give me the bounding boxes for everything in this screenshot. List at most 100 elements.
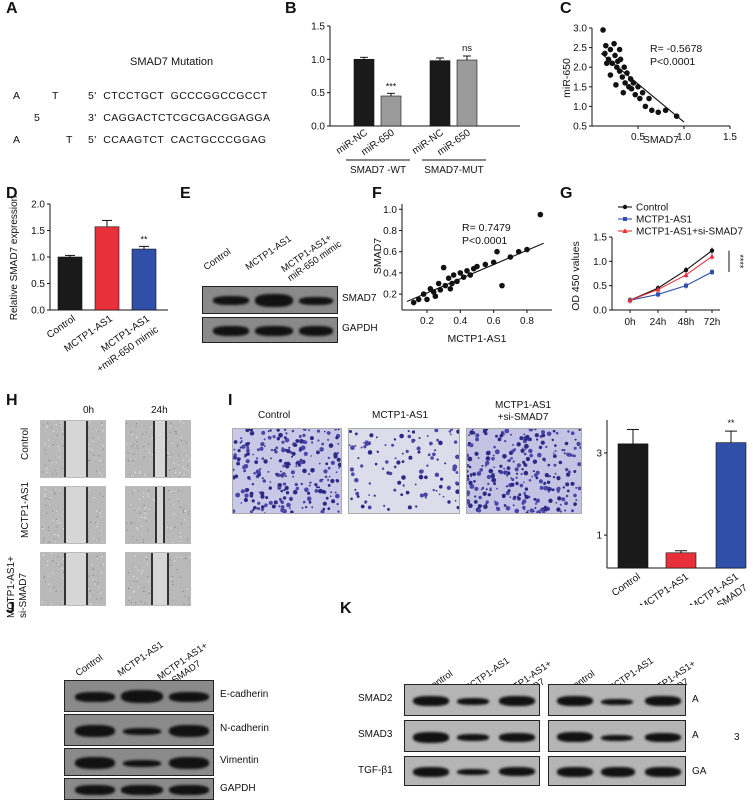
cell-dot (515, 476, 518, 479)
speckle (61, 567, 63, 569)
speckle (140, 572, 142, 574)
cell-dot (275, 446, 279, 450)
bar-b-2 (380, 95, 402, 127)
speckle (88, 460, 90, 462)
x-tick-label-f: 0.6 (487, 316, 501, 327)
y-tick-label-b: 0.0 (311, 122, 325, 133)
series-line-g-1 (629, 250, 713, 301)
cell-dot (510, 482, 515, 487)
cell-dot (552, 429, 556, 433)
y-tick-label-c: 3.0 (573, 24, 587, 35)
cell-dot (501, 493, 506, 498)
speckle (48, 575, 50, 577)
cell-dot (546, 431, 552, 437)
cell-dot (330, 495, 332, 498)
speckle (180, 576, 182, 579)
cell-dot (271, 504, 276, 509)
speckle (54, 540, 56, 542)
cell-dot (349, 444, 351, 447)
cell-dot (360, 446, 363, 449)
speckle (101, 540, 103, 543)
speckle (133, 590, 135, 592)
cell-dot (281, 440, 285, 444)
fit-line-c (600, 53, 685, 123)
tw1-texture (233, 429, 341, 513)
cell-dot (256, 457, 259, 460)
cell-dot (328, 475, 331, 478)
cell-dot (268, 500, 273, 505)
cell-dot (294, 482, 298, 487)
speckle (143, 446, 145, 448)
wound-control-0h (40, 420, 106, 478)
cell-dot (349, 430, 352, 433)
y-tick-label-i: 3 (596, 448, 602, 459)
cell-dot (578, 429, 581, 431)
speckle (183, 473, 185, 475)
cell-dot (273, 500, 278, 505)
cell-dot (577, 462, 581, 467)
cell-dot (253, 472, 256, 475)
cell-dot (407, 505, 412, 510)
speckle (134, 489, 136, 491)
point-c-35 (603, 60, 610, 67)
speckle (170, 564, 172, 566)
speckle (89, 590, 91, 593)
cell-dot (419, 493, 424, 498)
cell-dot (237, 457, 240, 460)
y-tick-label-f: 0.2 (383, 290, 397, 301)
annotation-b-2: ns (462, 43, 472, 54)
speckle (137, 570, 139, 572)
cell-dot (290, 510, 294, 513)
point-f-20 (474, 263, 480, 270)
cell-dot (316, 486, 319, 489)
speckle (96, 516, 98, 518)
speckle (186, 443, 188, 445)
cell-dot (572, 454, 575, 457)
cell-dot (516, 442, 521, 447)
speckle (148, 449, 150, 451)
speckle (147, 529, 149, 531)
cell-dot (536, 510, 541, 513)
speckle (48, 445, 50, 447)
cell-dot (282, 472, 286, 476)
cell-dot (235, 492, 241, 498)
cell-dot (333, 454, 338, 459)
cell-dot (280, 500, 284, 504)
speckle (96, 510, 98, 512)
speckle (133, 443, 135, 446)
speckle (98, 538, 100, 540)
speckle (128, 600, 130, 602)
speckle (180, 536, 182, 538)
cell-dot (485, 500, 489, 504)
cell-dot (552, 476, 556, 479)
cell-dot (337, 429, 340, 431)
speckle (55, 519, 57, 521)
cell-dot (298, 460, 300, 463)
speckle (51, 427, 53, 429)
panel-label-f: F (372, 185, 382, 202)
speckle (172, 583, 174, 586)
y-tick-label-c: 2.0 (573, 63, 587, 74)
speckle (57, 534, 59, 536)
speckle (128, 588, 130, 590)
y-tick-label-c: 1.0 (573, 102, 587, 113)
cell-dot (265, 496, 269, 500)
cell-dot (528, 448, 533, 454)
speckle (89, 421, 91, 423)
speckle (96, 558, 99, 560)
cell-dot (354, 432, 358, 436)
blot-k-left-tgfb1 (404, 756, 540, 786)
cell-dot (438, 440, 443, 446)
cell-dot (393, 438, 397, 441)
point-c-26 (646, 95, 652, 102)
speckle (144, 512, 146, 514)
cell-dot (280, 489, 284, 493)
cell-dot (237, 449, 241, 453)
cell-dot (434, 429, 439, 433)
cell-dot (383, 504, 386, 507)
speckle (43, 537, 45, 539)
cell-dot (420, 469, 424, 474)
legend-marker-g-2 (623, 217, 627, 221)
cell-dot (397, 480, 402, 485)
cell-dot (476, 471, 482, 476)
